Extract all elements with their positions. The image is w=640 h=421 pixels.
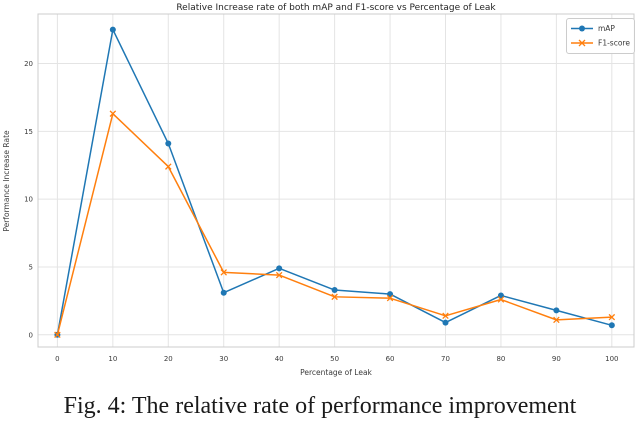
data-point-mAP	[608, 322, 615, 329]
data-point-F1-score	[109, 110, 117, 117]
caption: Fig. 4: The relative rate of performance…	[63, 393, 577, 419]
data-point-mAP	[220, 289, 227, 296]
y-tick-label: 0	[29, 331, 33, 339]
page: { "figure": { "title": "Relative Increas…	[2, 3, 635, 419]
data-point-F1-score	[54, 331, 61, 339]
data-point-F1-score	[275, 271, 283, 279]
x-tick-label: 90	[552, 355, 561, 363]
plot-border	[37, 13, 635, 348]
data-point-F1-score	[442, 312, 449, 320]
x-tick-label: 40	[275, 355, 284, 363]
x-tick-label: 30	[219, 355, 228, 363]
y-tick-label: 20	[24, 60, 33, 68]
y-tick-label: 5	[29, 263, 33, 271]
x-tick-label: 60	[386, 355, 395, 363]
x-tick-label: 10	[108, 355, 117, 363]
legend-swatch-f1-x-icon	[578, 39, 586, 47]
data-point-mAP	[442, 319, 449, 326]
data-point-mAP	[387, 291, 394, 298]
figure-canvas: Relative Increase rate of both mAP and F…	[2, 3, 635, 377]
data-point-F1-score	[386, 294, 394, 302]
x-tick-label: 0	[55, 355, 59, 363]
data-point-F1-score	[553, 316, 560, 324]
x-tick-label: 100	[605, 355, 618, 363]
data-point-mAP	[497, 292, 504, 299]
x-tick-label: 50	[330, 355, 339, 363]
line-chart: Relative Increase rate of both mAP and F…	[2, 3, 635, 377]
data-point-mAP	[165, 140, 172, 147]
x-tick-label: 80	[496, 355, 505, 363]
y-tick-label: 10	[24, 196, 33, 204]
data-point-mAP	[109, 26, 116, 33]
y-tick-label: 15	[24, 128, 33, 136]
tick-layer: 0 10 20 30 40 50 60 70 80 90 100 0 5 10 15 20	[24, 60, 618, 363]
legend-label-map: mAP	[598, 24, 615, 33]
data-point-F1-score	[608, 313, 616, 321]
legend-entry-map: mAP	[571, 24, 615, 33]
legend-label-f1: F1-score	[598, 39, 630, 48]
series-layer	[54, 26, 616, 339]
legend: mAP F1-score	[566, 18, 635, 54]
chart-title: Relative Increase rate of both mAP and F…	[176, 3, 496, 13]
data-point-mAP	[276, 265, 283, 272]
grid-layer	[37, 13, 635, 348]
data-point-F1-score	[497, 296, 505, 303]
x-tick-label: 20	[164, 355, 173, 363]
y-axis-label: Performance Increase Rate	[2, 130, 11, 232]
x-axis-label: Percentage of Leak	[300, 368, 372, 377]
data-point-mAP	[331, 287, 338, 294]
data-point-F1-score	[165, 163, 172, 170]
x-tick-label: 70	[441, 355, 450, 363]
data-point-F1-score	[331, 293, 338, 301]
data-point-F1-score	[220, 269, 227, 276]
legend-entry-f1: F1-score	[571, 39, 630, 48]
legend-swatch-map-circle-icon	[579, 25, 585, 32]
data-point-mAP	[553, 307, 560, 314]
